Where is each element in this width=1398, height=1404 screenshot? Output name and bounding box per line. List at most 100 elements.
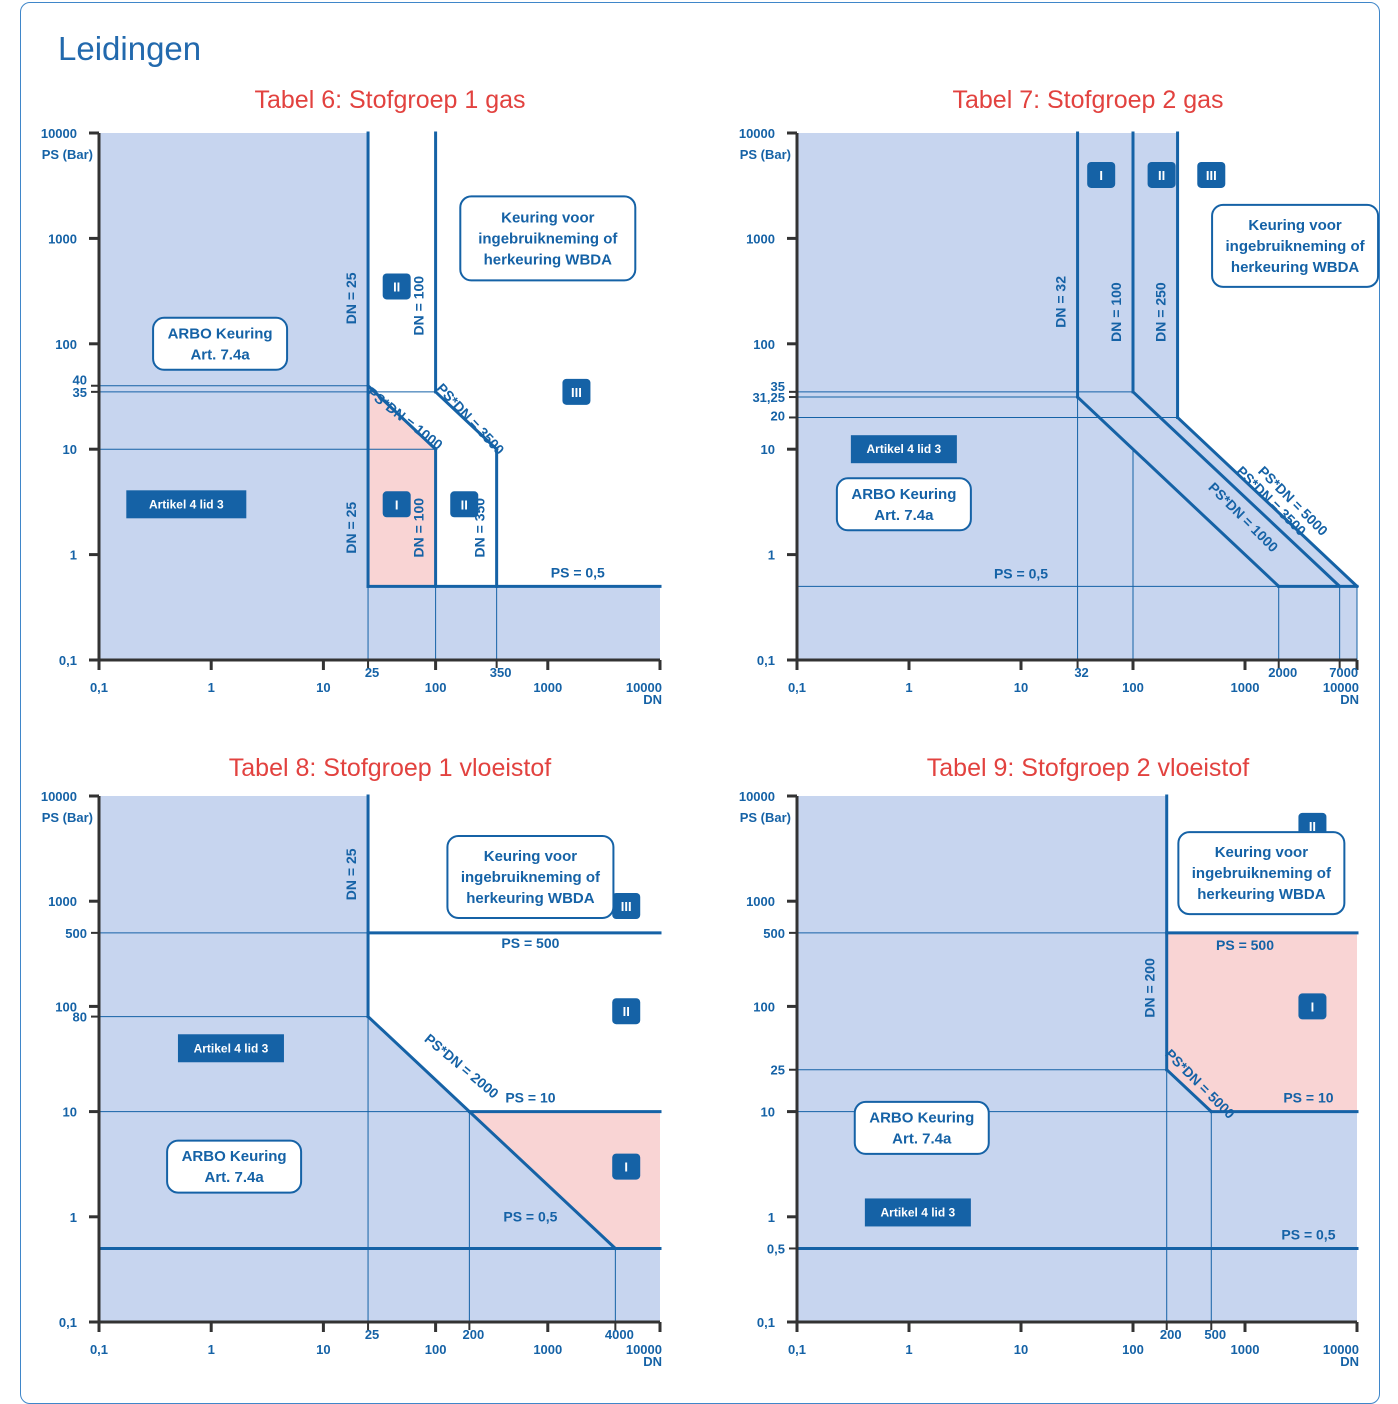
x-tick-label: 1000 — [533, 1342, 562, 1357]
article-box-label: Artikel 4 lid 3 — [194, 1041, 269, 1055]
x-extra-tick-label: 25 — [365, 665, 379, 680]
category-badge — [450, 491, 479, 518]
line-label: PS = 500 — [1216, 937, 1274, 953]
chart-title: Tabel 7: Stofgroep 2 gas — [952, 86, 1223, 114]
category-badge — [562, 378, 591, 405]
y-tick-label: 1000 — [746, 231, 775, 246]
article-box-label: Artikel 4 lid 3 — [149, 497, 224, 511]
category-badge — [382, 491, 411, 518]
info-box — [1177, 831, 1346, 916]
info-box-text: Art. 7.4a — [874, 507, 934, 524]
category-badge-label: III — [571, 385, 582, 400]
y-tick-label: 10 — [63, 442, 77, 457]
info-box-text: Keuring voor — [1248, 217, 1342, 234]
category-badge — [612, 998, 641, 1025]
chart-title: Tabel 6: Stofgroep 1 gas — [254, 86, 525, 114]
line-label: DN = 25 — [343, 272, 359, 324]
info-box-text: ingebruikneming of — [1192, 865, 1332, 882]
y-extra-tick-label: 500 — [763, 926, 785, 941]
boundary-line — [365, 1014, 618, 1251]
x-tick-label: 100 — [1122, 1342, 1144, 1357]
line-label: DN = 32 — [1053, 276, 1069, 328]
boundary-line — [1175, 415, 1360, 589]
x-axis-label: DN — [643, 692, 662, 707]
category-badge-label: I — [1311, 999, 1315, 1014]
article-box — [126, 490, 247, 519]
category-badge — [612, 893, 641, 920]
y-tick-label: 10 — [761, 442, 775, 457]
line-label: DN = 250 — [1153, 282, 1169, 342]
y-extra-tick-label: 40 — [73, 373, 87, 388]
info-box-text: ARBO Keuring — [168, 325, 273, 342]
y-tick-label: 10000 — [41, 126, 77, 141]
info-box — [853, 1100, 990, 1155]
line-label: DN = 25 — [343, 848, 359, 900]
line-label: DN = 200 — [1142, 958, 1158, 1018]
x-extra-tick-label: 32 — [1074, 665, 1088, 680]
line-label: PS = 0,5 — [994, 565, 1048, 581]
x-extra-tick-label: 350 — [490, 665, 512, 680]
info-box-text: Art. 7.4a — [190, 346, 250, 363]
x-extra-tick-label: 4000 — [605, 1327, 634, 1342]
x-axis-label: DN — [1340, 692, 1359, 707]
y-tick-label: 1 — [70, 1210, 77, 1225]
category-badge — [1087, 161, 1116, 188]
page-title: Leidingen — [58, 30, 202, 67]
boundary-line — [365, 383, 438, 452]
y-tick-label: 1000 — [746, 894, 775, 909]
info-box-text: herkeuring WBDA — [484, 251, 613, 268]
info-box-text: ARBO Keuring — [182, 1148, 287, 1165]
chart-7: Tabel 7: Stofgroep 2 gas 0,1 1 10 100 1000 100… — [739, 86, 1380, 707]
category-badge — [1147, 161, 1176, 188]
info-box-text: herkeuring WBDA — [1197, 886, 1326, 903]
y-extra-tick-label: 20 — [771, 408, 785, 423]
region-category-i — [469, 1111, 660, 1249]
x-tick-label: 10 — [316, 1342, 330, 1357]
y-tick-label: 1000 — [48, 231, 77, 246]
line-label: PS = 500 — [501, 935, 559, 951]
article-box-label: Artikel 4 lid 3 — [881, 1205, 956, 1219]
category-badge-label: I — [1099, 168, 1103, 183]
y-tick-label: 10000 — [41, 789, 77, 804]
boundary-line — [1164, 1067, 1214, 1114]
y-axis-label: PS (Bar) — [42, 147, 93, 162]
article-box — [850, 435, 957, 464]
x-extra-tick-label: 25 — [365, 1327, 379, 1342]
y-tick-label: 100 — [753, 337, 775, 352]
line-label: DN = 25 — [343, 502, 359, 554]
x-tick-label: 1000 — [1231, 680, 1260, 695]
category-badge-label: II — [461, 497, 468, 512]
y-tick-label: 0,1 — [757, 653, 775, 668]
info-box-text: Keuring voor — [1215, 844, 1309, 861]
boundary-line — [433, 389, 499, 452]
region-category-i — [1166, 932, 1357, 1112]
y-tick-label: 0,1 — [59, 653, 77, 668]
line-label: PS = 0,5 — [1281, 1226, 1335, 1242]
line-label: DN = 100 — [1108, 282, 1124, 342]
info-box — [446, 834, 615, 919]
info-box — [835, 477, 972, 532]
x-extra-tick-label: 200 — [1160, 1327, 1182, 1342]
category-badge-label: I — [395, 497, 399, 512]
y-extra-tick-label: 25 — [771, 1063, 785, 1078]
x-tick-label: 1 — [208, 680, 215, 695]
x-tick-label: 1 — [905, 680, 912, 695]
line-label: PS = 0,5 — [503, 1208, 557, 1224]
info-box-text: Art. 7.4a — [892, 1130, 952, 1147]
category-badge-label: II — [623, 1004, 630, 1019]
category-badge-label: II — [393, 279, 400, 294]
info-box-text: ingebruikneming of — [461, 869, 601, 886]
boundary-line — [1075, 394, 1281, 589]
x-extra-tick-label: 200 — [463, 1327, 485, 1342]
x-tick-label: 0,1 — [788, 680, 806, 695]
x-tick-label: 1 — [208, 1342, 215, 1357]
charts-canvas: Tabel 6: Stofgroep 1 gas0,11101001000100… — [41, 86, 1380, 1369]
info-box-text: ARBO Keuring — [851, 486, 956, 503]
chart-title: Tabel 8: Stofgroep 1 vloeistof — [229, 754, 551, 782]
y-tick-label: 10 — [63, 1105, 77, 1120]
region-fill — [797, 796, 1357, 1322]
x-axis-label: DN — [1340, 1354, 1359, 1369]
x-axis-label: DN — [643, 1354, 662, 1369]
info-box-text: herkeuring WBDA — [1231, 259, 1360, 276]
line-label: DN = 100 — [411, 498, 427, 558]
